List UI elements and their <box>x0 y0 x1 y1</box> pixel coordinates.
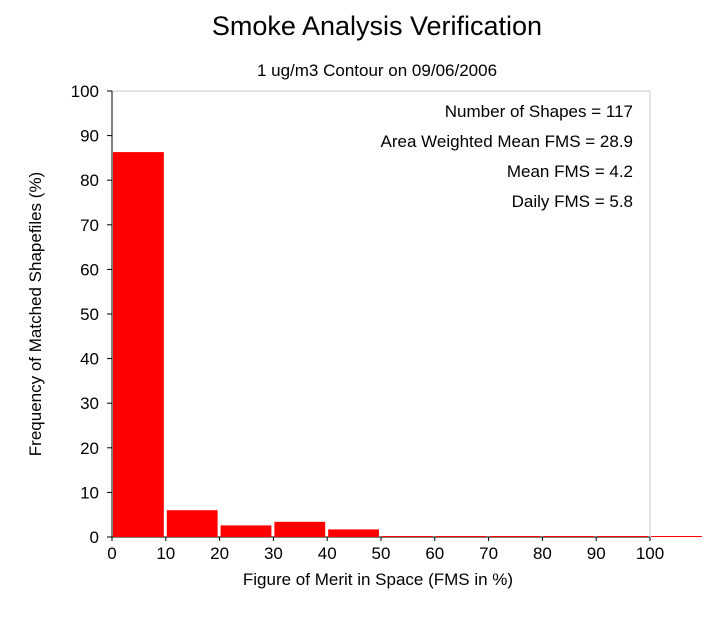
stat-annotation: Area Weighted Mean FMS = 28.9 <box>381 132 633 151</box>
y-tick-label: 40 <box>80 350 99 369</box>
y-axis-label: Frequency of Matched Shapefiles (%) <box>26 172 45 456</box>
y-tick-label: 0 <box>90 528 99 547</box>
histogram-bar <box>382 536 433 537</box>
chart-title: Smoke Analysis Verification <box>212 11 542 41</box>
y-tick-label: 60 <box>80 260 99 279</box>
histogram-bar <box>220 525 272 537</box>
x-tick-label: 50 <box>372 544 391 563</box>
x-tick-label: 80 <box>533 544 552 563</box>
stats-annotations: Number of Shapes = 117 Area Weighted Mean… <box>381 102 633 211</box>
histogram-bar <box>651 536 702 537</box>
x-tick-label: 90 <box>587 544 606 563</box>
histogram-bar <box>597 536 648 537</box>
histogram-bar <box>435 536 487 537</box>
x-tick-label: 40 <box>318 544 337 563</box>
x-tick-label: 10 <box>156 544 175 563</box>
stat-annotation: Number of Shapes = 117 <box>445 102 633 121</box>
y-tick-label: 10 <box>80 483 99 502</box>
x-tick-label: 60 <box>425 544 444 563</box>
y-ticks: 0 10 20 30 40 50 60 70 80 90 100 <box>71 82 112 547</box>
x-tick-label: 20 <box>210 544 229 563</box>
y-tick-label: 70 <box>80 216 99 235</box>
x-tick-label: 0 <box>107 544 116 563</box>
histogram-bar <box>274 521 326 537</box>
y-tick-label: 20 <box>80 439 99 458</box>
y-tick-label: 50 <box>80 305 99 324</box>
chart-subtitle: 1 ug/m3 Contour on 09/06/2006 <box>257 61 497 80</box>
x-ticks: 0 10 20 30 40 50 60 70 80 90 100 <box>107 537 664 563</box>
histogram-bar <box>543 536 595 537</box>
y-tick-label: 30 <box>80 394 99 413</box>
y-tick-label: 80 <box>80 171 99 190</box>
histogram-bars <box>113 152 702 538</box>
histogram-bar <box>489 536 541 537</box>
histogram-bar <box>113 152 164 538</box>
histogram-bar <box>328 529 379 537</box>
x-tick-label: 30 <box>264 544 283 563</box>
stat-annotation: Mean FMS = 4.2 <box>507 162 633 181</box>
y-tick-label: 100 <box>71 82 99 101</box>
y-tick-label: 90 <box>80 127 99 146</box>
histogram-bar <box>166 510 218 537</box>
stat-annotation: Daily FMS = 5.8 <box>512 192 633 211</box>
x-tick-label: 70 <box>479 544 498 563</box>
x-tick-label: 100 <box>636 544 664 563</box>
x-axis-label: Figure of Merit in Space (FMS in %) <box>243 570 513 589</box>
